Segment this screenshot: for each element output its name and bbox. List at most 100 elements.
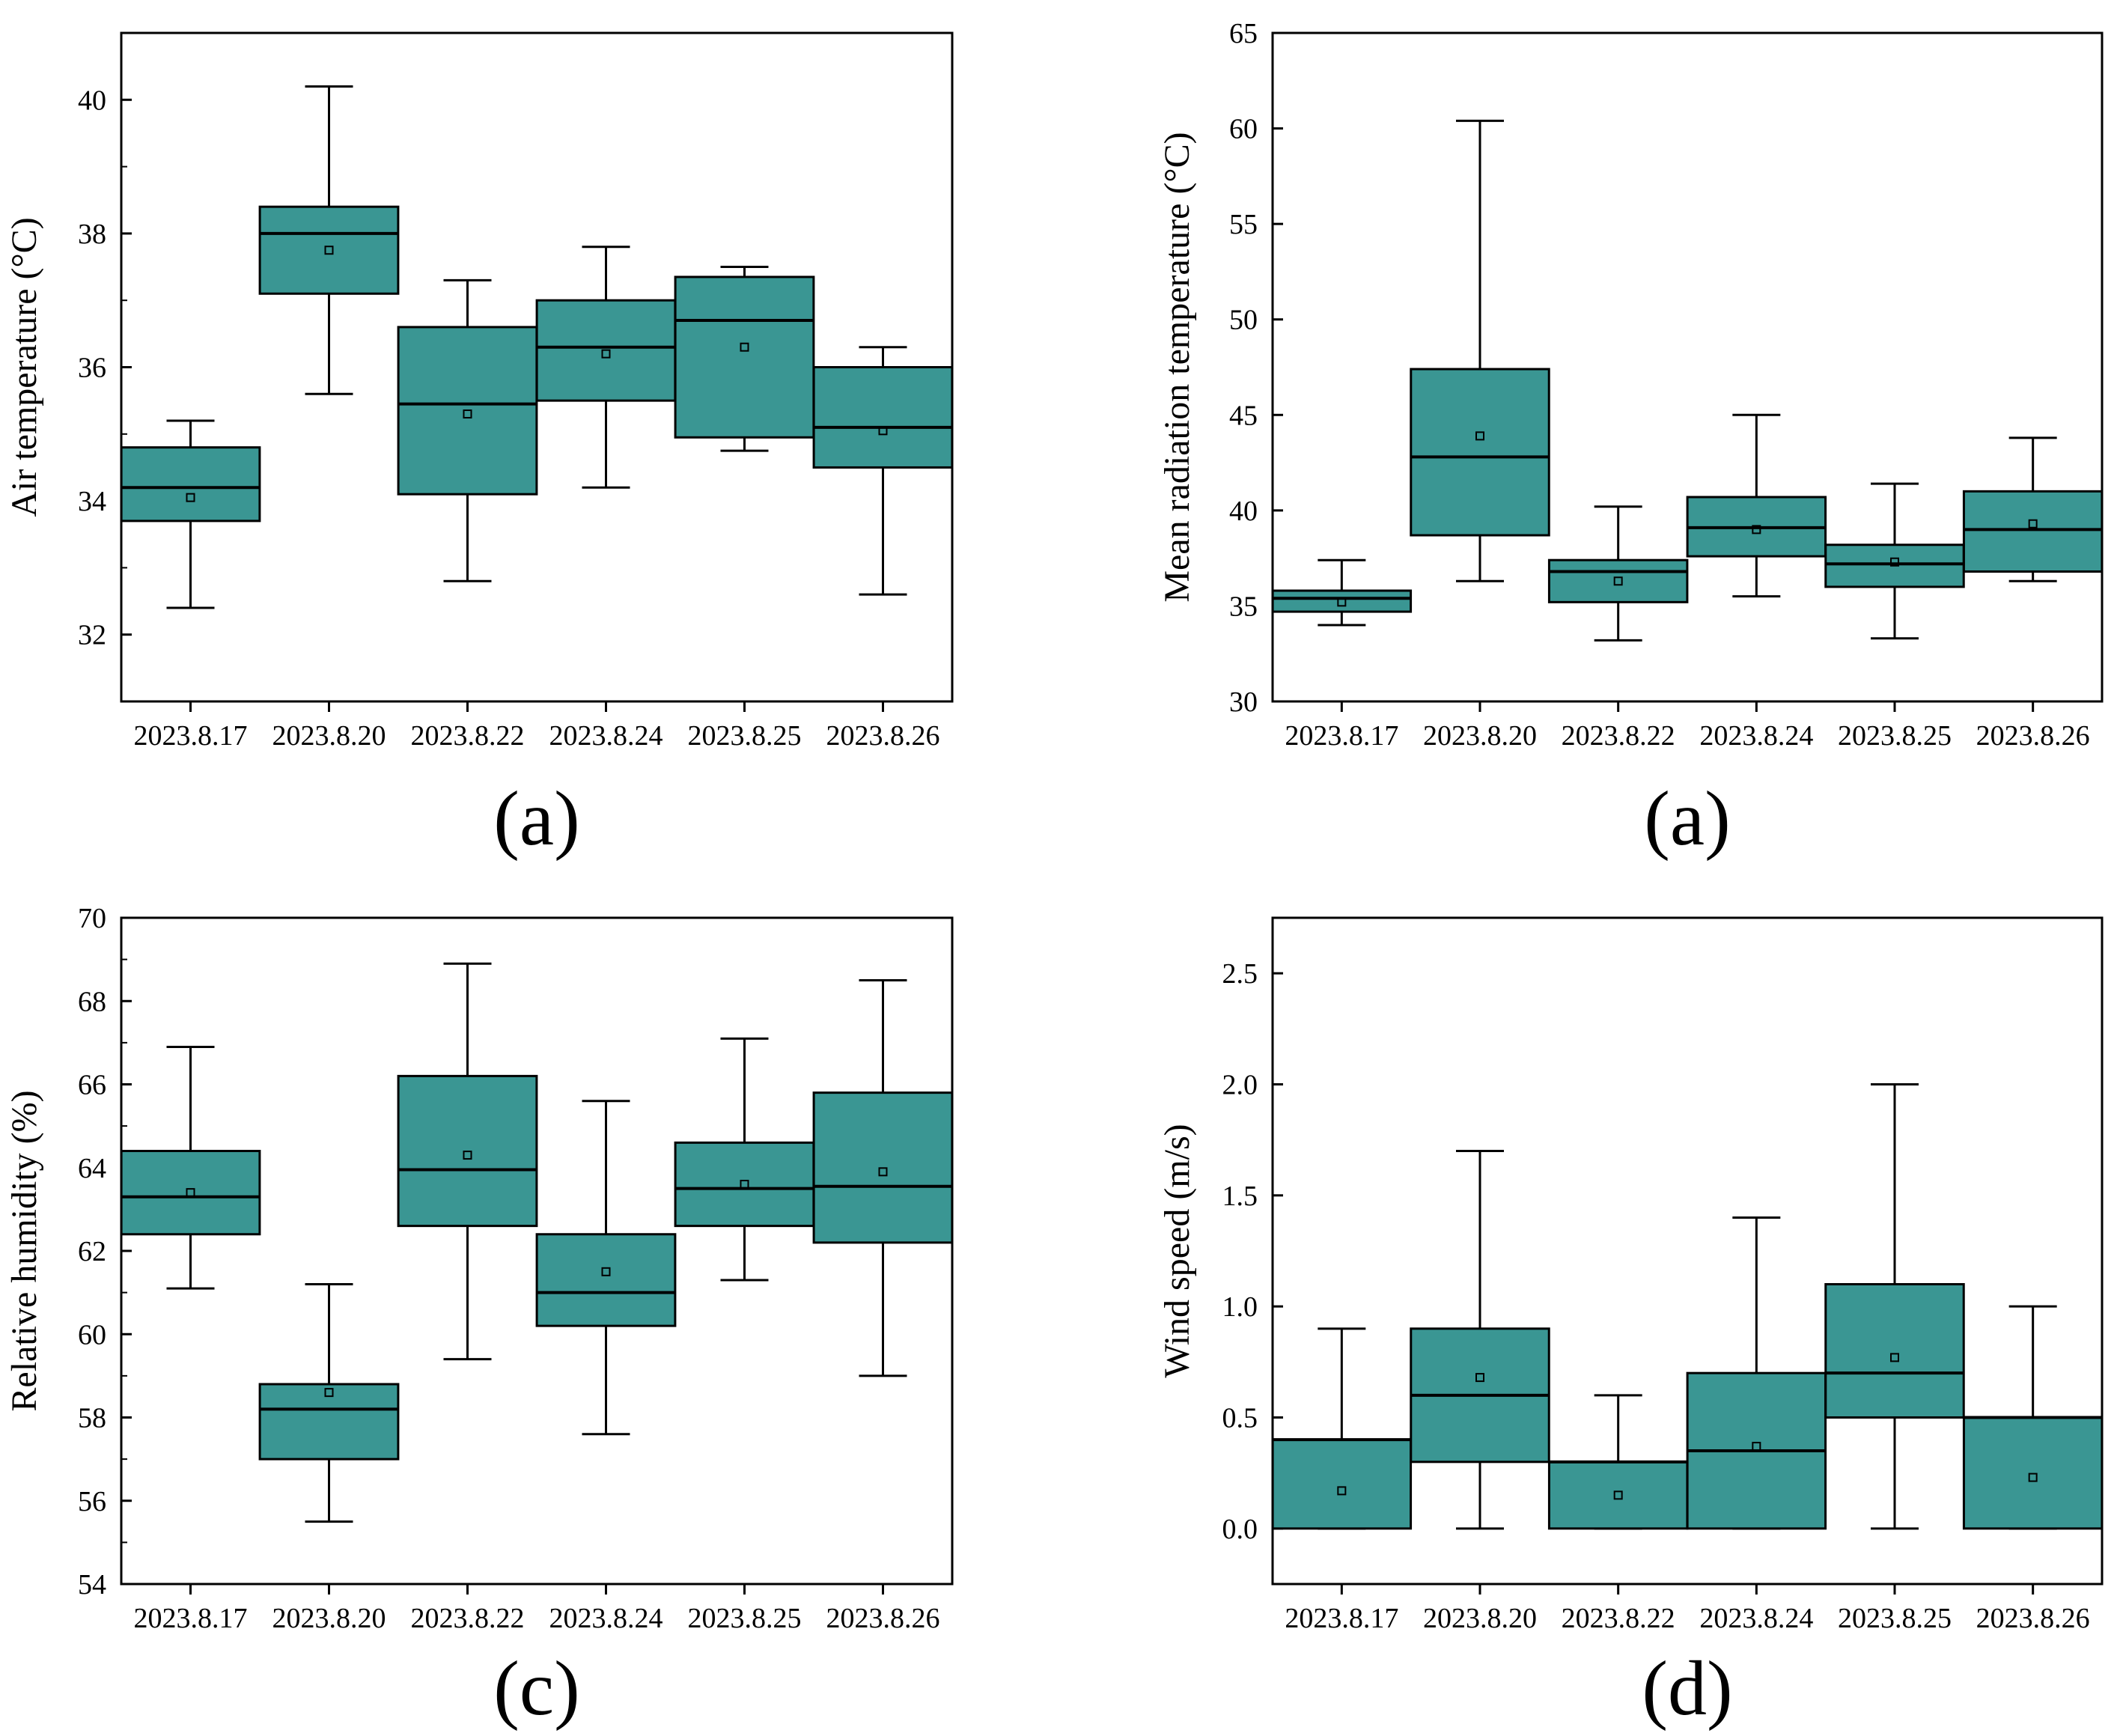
panel-2-x-tick-label: 2023.8.20 [272,1603,386,1634]
panel-0-x-tick-label: 2023.8.24 [549,720,663,752]
mean-marker [463,409,472,419]
panel-2-box-0 [120,1045,261,1290]
panel-1-y-axis-title: Mean radiation temperature (°C) [1157,132,1197,602]
box-body [1410,368,1550,537]
panel-2-y-tick-label: 54 [78,1569,106,1601]
panel-0-y-tick-label: 32 [78,620,106,651]
mean-marker [878,426,888,436]
panel-1-x-tick-label: 2023.8.24 [1699,720,1813,752]
panel-0-x-tick-label: 2023.8.26 [826,720,940,752]
panel-0-box-0 [120,419,261,609]
panel-1-y-tick-label: 40 [1229,496,1258,527]
panel-mean-radiation-temperature: 30 35 40 45 50 55 60 65 Mean radiation temperatu… [1157,18,2104,862]
panel-2-y-tick-label: 70 [78,903,106,934]
mean-marker [601,1267,611,1276]
panel-0-letter: (a) [493,776,579,862]
panel-0-box-5 [812,346,954,596]
panel-3-box-2 [1547,1394,1689,1530]
mean-marker [1890,557,1899,567]
panel-1-x-tick-label: 2023.8.20 [1423,720,1537,752]
panel-3-letter: (d) [1642,1645,1732,1732]
panel-2-y-tick-label: 66 [78,1070,106,1101]
box-body [1271,1438,1413,1530]
box-body [812,1091,954,1244]
box-body [674,1141,815,1228]
mean-marker [878,1167,888,1177]
mean-marker [463,1151,472,1160]
panel-3-y-tick-label: 0.5 [1222,1403,1258,1434]
mean-marker [1475,1373,1484,1383]
panel-2-y-tick-label: 56 [78,1486,106,1517]
panel-3-x-tick-label: 2023.8.25 [1838,1603,1952,1634]
mean-marker [324,246,334,255]
panel-1-y-tick-label: 30 [1229,686,1258,718]
panel-1-letter: (a) [1644,776,1730,862]
panel-2-y-tick-label: 62 [78,1236,106,1267]
panel-2-letter: (c) [493,1645,579,1732]
panel-3-x-tick-label: 2023.8.24 [1699,1603,1813,1634]
mean-marker [1613,576,1623,586]
panel-3-x-tick-label: 2023.8.17 [1285,1603,1398,1634]
panel-1-box-0 [1271,558,1413,627]
panel-0-x-tick-label: 2023.8.20 [272,720,386,752]
panel-1-y-tick-label: 55 [1229,209,1258,240]
panel-2-box-1 [258,1283,400,1523]
mean-marker [601,349,611,359]
panel-3-y-tick-label: 2.5 [1222,958,1258,990]
panel-2-x-tick-label: 2023.8.26 [826,1603,940,1634]
panel-1-plot-frame [1271,31,2104,703]
panel-0-box-4 [674,266,815,452]
panel-air-temperature: 32 34 36 38 40 Air temperature (°C) 2023.8.17 2… [4,31,954,862]
mean-marker [186,493,195,502]
panel-0-box-3 [535,246,677,489]
mean-marker [1475,431,1484,441]
panel-0-x-tick-label: 2023.8.25 [688,720,802,752]
panel-0-x-tick-label: 2023.8.22 [411,720,525,752]
panel-1-y-tick-label: 50 [1229,305,1258,336]
panel-3-y-tick-label: 2.0 [1222,1070,1258,1101]
panel-2-x-tick-label: 2023.8.22 [411,1603,525,1634]
panel-1-box-5 [1962,436,2104,582]
mean-marker [740,1180,749,1189]
panel-3-plot-frame [1271,916,2104,1586]
box-body [1962,490,2104,573]
panel-1-box-2 [1547,505,1689,642]
panel-0-y-tick-label: 38 [78,219,106,250]
panel-3-y-tick-label: 1.5 [1222,1181,1258,1212]
box-body [120,446,261,523]
panel-0-y-tick-label: 36 [78,353,106,384]
panel-0-box-1 [258,85,400,395]
panel-3-y-tick-label: 1.0 [1222,1291,1258,1323]
mean-marker [1890,1353,1899,1362]
panel-wind-speed: 0.0 0.5 1.0 1.5 2.0 2.5 Wind speed (m/s) 2023.8… [1157,916,2104,1732]
box-body [120,1150,261,1236]
panel-1-y-tick-label: 45 [1229,400,1258,431]
panel-2-box-3 [535,1100,677,1436]
box-body [1547,1461,1689,1530]
panel-relative-humidity: 54 56 58 60 62 64 66 68 70 Relative humidity (%) 2… [4,903,954,1732]
box-body [674,275,815,439]
panel-1-y-tick-label: 35 [1229,591,1258,622]
panel-2-y-tick-label: 68 [78,986,106,1017]
panel-2-box-4 [674,1037,815,1282]
box-body [258,1383,400,1461]
box-body [1547,558,1689,603]
panel-1-y-tick-label: 60 [1229,114,1258,145]
panel-3-box-5 [1962,1305,2104,1530]
panel-3-x-tick-label: 2023.8.26 [1976,1603,2090,1634]
panel-3-y-tick-label: 0.0 [1222,1514,1258,1545]
panel-1-y-tick-label: 65 [1229,18,1258,49]
panel-2-y-axis-title: Relative humidity (%) [4,1090,44,1411]
mean-marker [1613,1490,1623,1500]
mean-marker [740,342,749,352]
panel-3-box-1 [1410,1150,1550,1530]
mean-marker [2028,519,2038,529]
panel-2-box-2 [397,962,538,1361]
panel-0-x-tick-label: 2023.8.17 [134,720,248,752]
panel-3-box-4 [1824,1083,1965,1530]
mean-marker [2028,1472,2038,1482]
panel-0-box-2 [397,278,538,582]
panel-1-box-4 [1824,482,1965,640]
panel-2-x-tick-label: 2023.8.17 [134,1603,248,1634]
